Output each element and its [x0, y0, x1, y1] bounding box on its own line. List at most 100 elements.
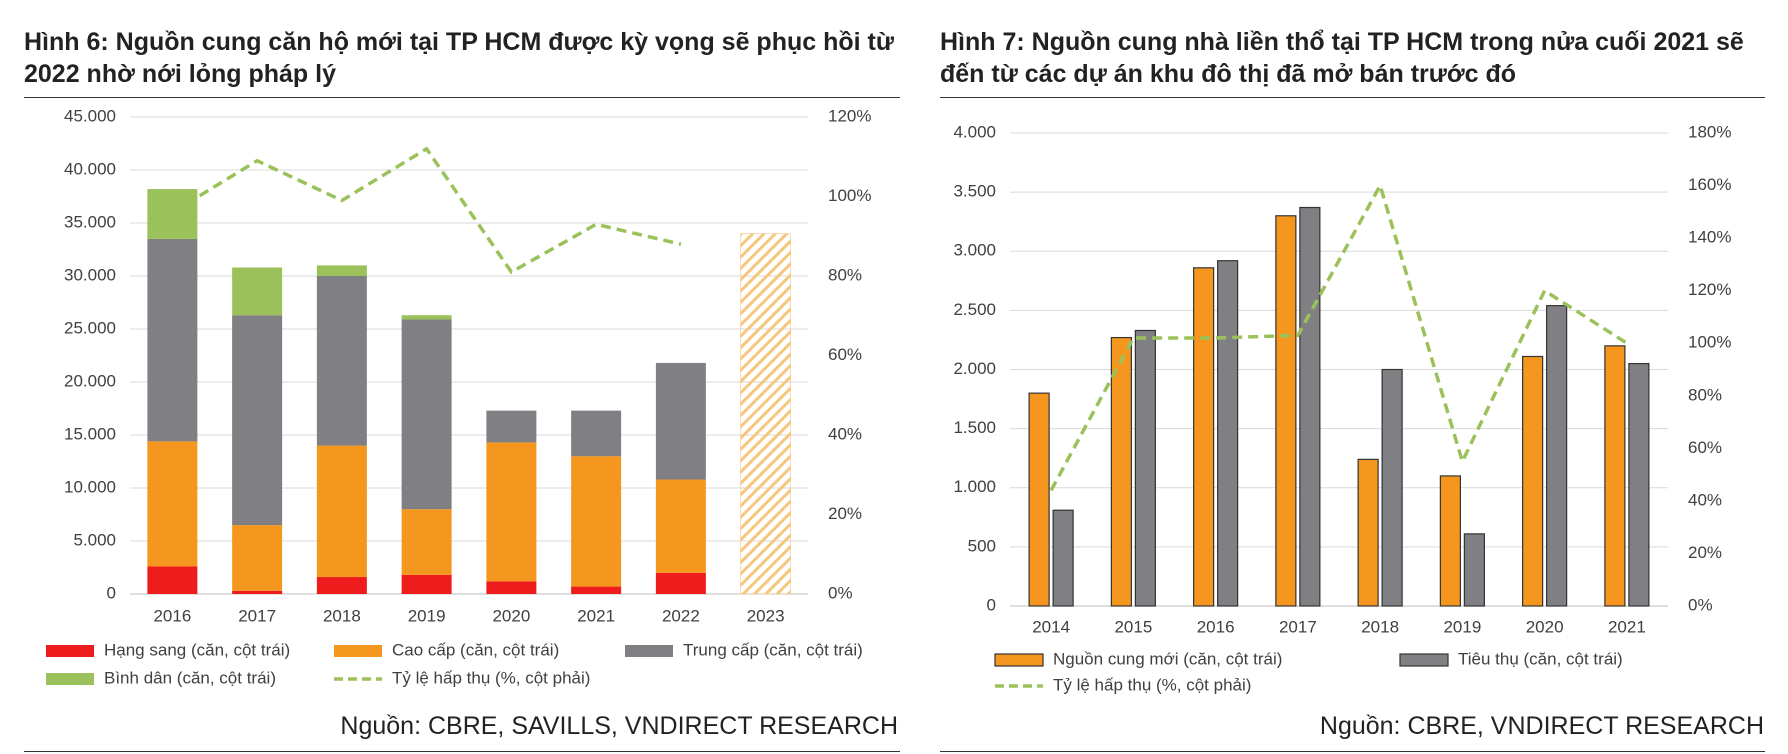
divider [24, 751, 900, 752]
bar-segment [147, 566, 198, 594]
bar [1357, 458, 1379, 607]
y2-tick-label: 20% [828, 504, 862, 523]
bar-segment [316, 276, 367, 446]
bar-segment [401, 574, 452, 594]
y-tick-label: 3.500 [953, 182, 996, 201]
bar [1628, 362, 1650, 607]
bar-segment [232, 267, 283, 316]
bar [1299, 206, 1321, 607]
x-tick-label: 2017 [238, 606, 276, 625]
y2-tick-label: 120% [828, 106, 871, 125]
x-tick-label: 2016 [1197, 617, 1235, 636]
bar-segment [232, 525, 283, 591]
bar [1193, 267, 1215, 607]
y-tick-label: 0 [987, 595, 996, 614]
x-tick-label: 2018 [1361, 617, 1399, 636]
y-tick-label: 1.000 [953, 477, 996, 496]
source: Nguồn: CBRE, SAVILLS, VNDIRECT RESEARCH [340, 712, 898, 740]
y-tick-label: 3.000 [953, 241, 996, 260]
y-tick-label: 4.000 [953, 122, 996, 141]
y-tick-label: 45.000 [64, 106, 116, 125]
y-tick-label: 2.500 [953, 300, 996, 319]
bar-segment [147, 238, 198, 442]
legend-swatch [1399, 653, 1449, 667]
y-tick-label: 15.000 [64, 424, 116, 443]
bar [1522, 355, 1544, 607]
bar-segment [316, 265, 367, 276]
legend-label: Nguồn cung mới (căn, cột trái) [1053, 649, 1282, 668]
y2-tick-label: 100% [828, 186, 871, 205]
y-tick-label: 10.000 [64, 477, 116, 496]
bar [1110, 336, 1132, 607]
legend-label: Tiêu thụ (căn, cột trái) [1458, 649, 1623, 668]
bar [1604, 345, 1626, 607]
bar [1546, 305, 1568, 607]
y2-tick-label: 40% [828, 424, 862, 443]
x-tick-label: 2019 [408, 606, 446, 625]
divider [940, 751, 1765, 752]
forecast-bar [740, 233, 791, 595]
x-tick-label: 2022 [662, 606, 700, 625]
bar-segment [316, 577, 367, 594]
bar [1439, 475, 1461, 607]
bar-segment [655, 572, 706, 594]
x-tick-label: 2016 [153, 606, 191, 625]
legend-label: Bình dân (căn, cột trái) [104, 668, 276, 687]
x-tick-label: 2019 [1443, 617, 1481, 636]
y2-tick-label: 0% [1688, 595, 1713, 614]
line-series [1049, 181, 1628, 492]
legend-label: Tỷ lệ hấp thụ (%, cột phải) [392, 668, 590, 687]
bar [1463, 533, 1485, 607]
bar-segment [486, 581, 537, 594]
y2-tick-label: 100% [1688, 333, 1731, 352]
bar [1217, 260, 1239, 607]
bar-segment [571, 410, 622, 457]
chart: 0 5.000 10.000 15.000 20.000 25.000 30.000 35.0… [46, 106, 871, 687]
y2-tick-label: 0% [828, 583, 853, 602]
bar-segment [147, 189, 198, 239]
y-tick-label: 35.000 [64, 212, 116, 231]
bar-segment [401, 315, 452, 320]
legend-swatch [334, 645, 382, 657]
y-tick-label: 1.500 [953, 418, 996, 437]
y-tick-label: 25.000 [64, 318, 116, 337]
legend-label: Hạng sang (căn, cột trái) [104, 640, 290, 659]
bar [1052, 509, 1074, 607]
line-series [171, 146, 682, 275]
y-tick-label: 0 [107, 583, 116, 602]
y2-tick-label: 60% [828, 345, 862, 364]
legend-swatch [46, 673, 94, 685]
x-tick-label: 2020 [1526, 617, 1564, 636]
bar-segment [571, 586, 622, 594]
legend-label: Trung cấp (căn, cột trái) [683, 640, 863, 659]
y-tick-label: 30.000 [64, 265, 116, 284]
bar-segment [316, 445, 367, 578]
y2-tick-label: 40% [1688, 490, 1722, 509]
x-tick-label: 2023 [747, 606, 785, 625]
y-tick-label: 5.000 [73, 530, 116, 549]
y2-tick-label: 80% [828, 265, 862, 284]
y-tick-label: 2.000 [953, 359, 996, 378]
bar [1275, 215, 1297, 607]
x-tick-label: 2021 [1608, 617, 1646, 636]
bar-segment [486, 410, 537, 443]
bar-segment [655, 479, 706, 573]
y-tick-label: 500 [968, 536, 996, 555]
source: Nguồn: CBRE, VNDIRECT RESEARCH [1319, 712, 1764, 740]
x-tick-label: 2021 [577, 606, 615, 625]
bar-segment [401, 319, 452, 510]
y2-tick-label: 120% [1688, 280, 1731, 299]
legend-label: Cao cấp (căn, cột trái) [392, 640, 559, 659]
x-tick-label: 2020 [492, 606, 530, 625]
y2-tick-label: 140% [1688, 228, 1731, 247]
x-tick-label: 2015 [1114, 617, 1152, 636]
bar-segment [147, 441, 198, 567]
y-tick-label: 40.000 [64, 159, 116, 178]
figure-title: Hình 7: Nguồn cung nhà liền thổ tại TP H… [940, 28, 1744, 88]
bar [1134, 329, 1156, 607]
bar-segment [401, 509, 452, 575]
x-tick-label: 2017 [1279, 617, 1317, 636]
chart: 0 500 1.000 1.500 2.000 2.500 3.000 3.500 4.000 0… [953, 122, 1731, 694]
y2-tick-label: 60% [1688, 438, 1722, 457]
bar-segment [232, 315, 283, 526]
